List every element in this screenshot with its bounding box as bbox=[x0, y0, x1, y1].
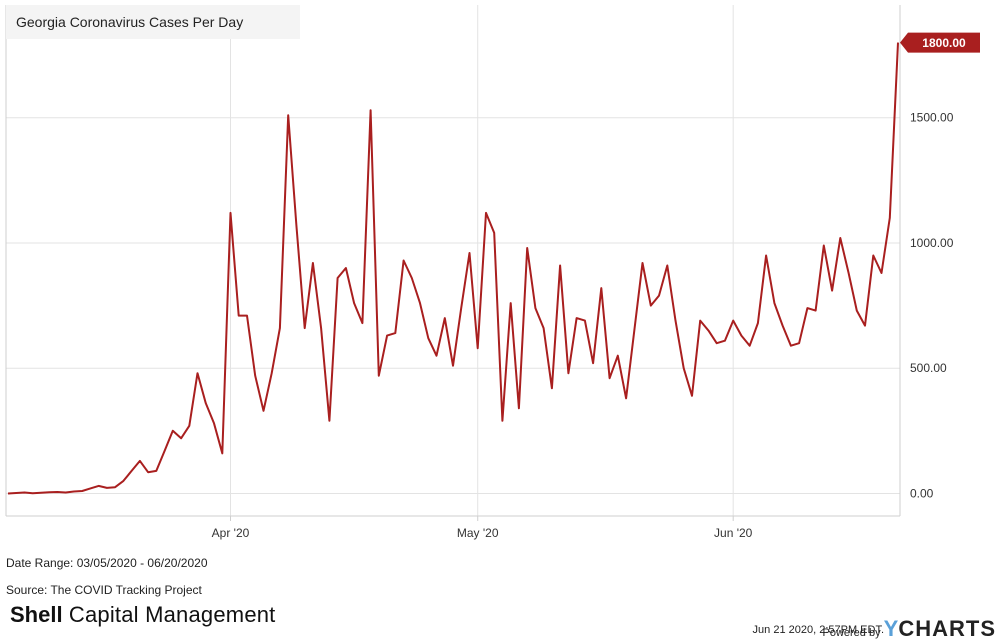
powered-by-label: Powered by bbox=[822, 627, 881, 639]
y-tick-label: 1000.00 bbox=[910, 236, 954, 250]
series-line bbox=[7, 42, 899, 495]
y-tick-label: 500.00 bbox=[910, 361, 947, 375]
series-layer bbox=[7, 42, 899, 495]
x-tick-label: Apr '20 bbox=[212, 526, 250, 540]
brand-rest: Capital Management bbox=[62, 602, 276, 627]
x-tick-label: May '20 bbox=[457, 526, 499, 540]
ycharts-y: Y bbox=[883, 616, 899, 641]
y-tick-label: 1500.00 bbox=[910, 111, 954, 125]
timestamp: Jun 21 2020, 2:57PM EDT. bbox=[752, 624, 884, 636]
ycharts-rest: CHARTS bbox=[898, 616, 996, 641]
x-tick-label: Jun '20 bbox=[714, 526, 753, 540]
grid-layer bbox=[6, 5, 900, 516]
last-value-flag: 1800.00 bbox=[900, 32, 980, 53]
last-value-label: 1800.00 bbox=[922, 36, 966, 50]
line-chart: 0.00 500.00 1000.00 1500.00 Apr '20 May '20 Ju… bbox=[5, 5, 980, 540]
chart-title: Georgia Coronavirus Cases Per Day bbox=[6, 5, 300, 39]
brand-logo: Shell Capital Management bbox=[10, 602, 276, 628]
last-value-flag-shape bbox=[900, 32, 980, 53]
data-source: Source: The COVID Tracking Project bbox=[6, 583, 202, 597]
axis-layer bbox=[5, 5, 901, 521]
y-tick-label: 0.00 bbox=[910, 486, 934, 500]
ycharts-logo: Powered by YCHARTS bbox=[822, 616, 996, 642]
label-layer: 0.00 500.00 1000.00 1500.00 Apr '20 May '20 Ju… bbox=[212, 32, 980, 540]
date-range: Date Range: 03/05/2020 - 06/20/2020 bbox=[6, 556, 208, 570]
brand-bold: Shell bbox=[10, 602, 63, 627]
